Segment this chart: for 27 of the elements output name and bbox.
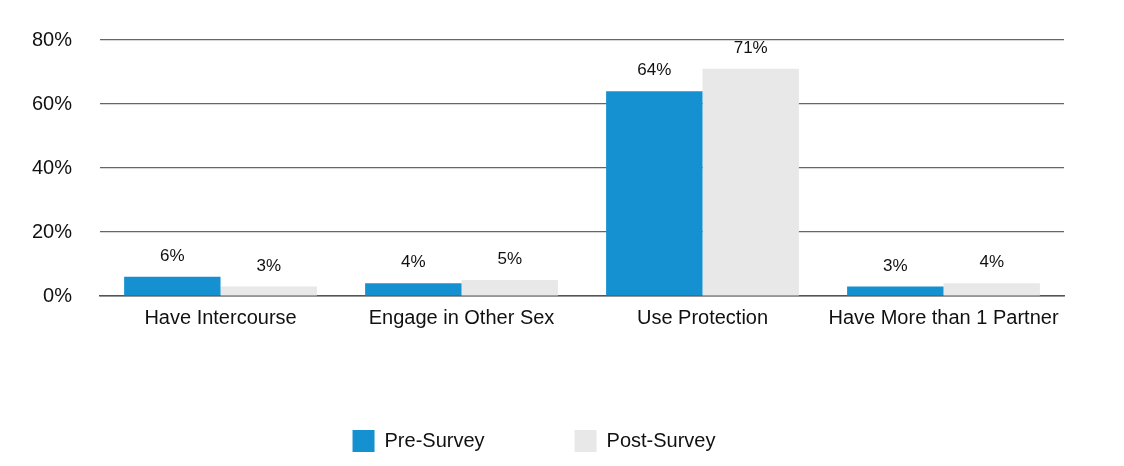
y-tick-label: 80% [32,27,73,50]
data-label: 3% [256,255,282,275]
y-tick-label: 20% [32,219,73,242]
bar [943,283,1040,296]
x-tick-label: Have More than 1 Partner [828,305,1059,328]
x-tick-label: Engage in Other Sex [368,305,555,328]
legend-label: Pre-Survey [384,428,485,451]
data-label: 3% [883,255,908,275]
bar [124,276,221,296]
bar [220,286,317,296]
bar [461,280,558,296]
x-tick-label: Use Protection [636,305,769,328]
data-label: 71% [733,37,768,57]
x-tick-label: Have Intercourse [144,305,297,328]
data-label: 4% [979,252,1004,272]
bar [702,68,799,296]
bar [606,91,703,296]
y-tick-label: 0% [43,283,73,306]
bar [365,283,462,296]
data-label: 5% [497,249,523,269]
y-tick-label: 60% [32,91,73,114]
y-tick-label: 40% [32,155,73,178]
data-label: 6% [160,245,185,265]
legend-label: Post-Survey [606,428,716,451]
bar [847,286,944,296]
data-label: 64% [637,60,672,80]
data-label: 4% [401,252,426,272]
